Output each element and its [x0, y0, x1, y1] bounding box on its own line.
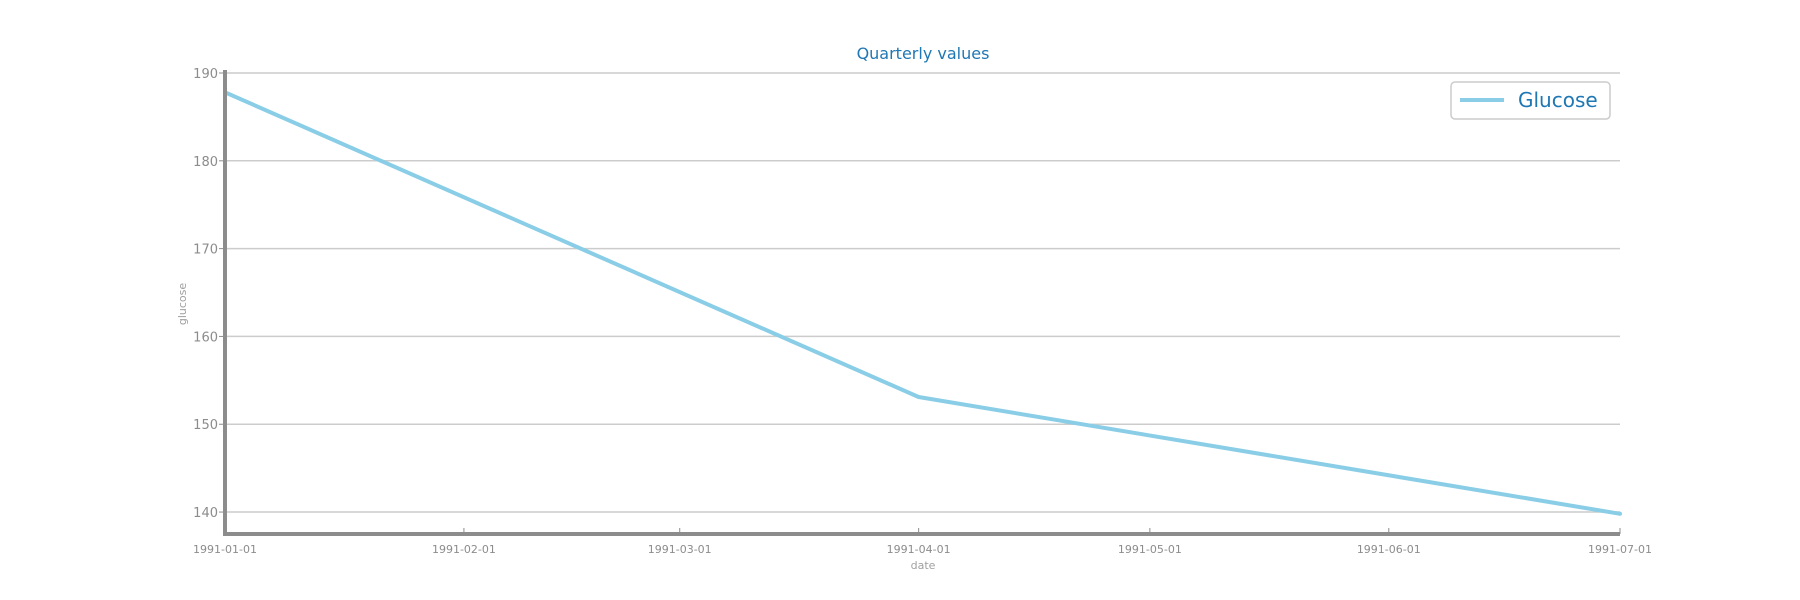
- x-tick-label: 1991-06-01: [1357, 543, 1421, 556]
- x-axis-label: date: [911, 559, 936, 572]
- series-layer: [223, 90, 1622, 516]
- x-tick-label: 1991-07-01: [1588, 543, 1652, 556]
- y-tick-label: 140: [193, 506, 218, 521]
- y-tick-label: 150: [193, 418, 218, 433]
- legend-box: [1450, 81, 1611, 120]
- y-axis-label: glucose: [176, 283, 189, 326]
- x-tick-label: 1991-04-01: [887, 543, 951, 556]
- x-tick-label: 1991-03-01: [648, 543, 712, 556]
- legend-label-glucose: Glucose: [1518, 88, 1598, 112]
- grid-lines: [225, 72, 1620, 513]
- series-line-glucose: [224, 90, 1621, 516]
- data-point: [1618, 511, 1622, 516]
- y-axis-ticks: 140 150 160 170 180 190: [193, 67, 225, 521]
- data-point: [916, 395, 921, 400]
- legend: Glucose: [1450, 81, 1611, 120]
- x-tick-label: 1991-05-01: [1118, 543, 1182, 556]
- chart-title: Quarterly values: [857, 44, 990, 63]
- y-tick-label: 160: [193, 330, 218, 345]
- x-tick-label: 1991-01-01: [193, 543, 257, 556]
- x-tick-label: 1991-02-01: [432, 543, 496, 556]
- y-tick-label: 190: [193, 67, 218, 82]
- y-tick-label: 180: [193, 155, 218, 170]
- y-tick-label: 170: [193, 243, 218, 258]
